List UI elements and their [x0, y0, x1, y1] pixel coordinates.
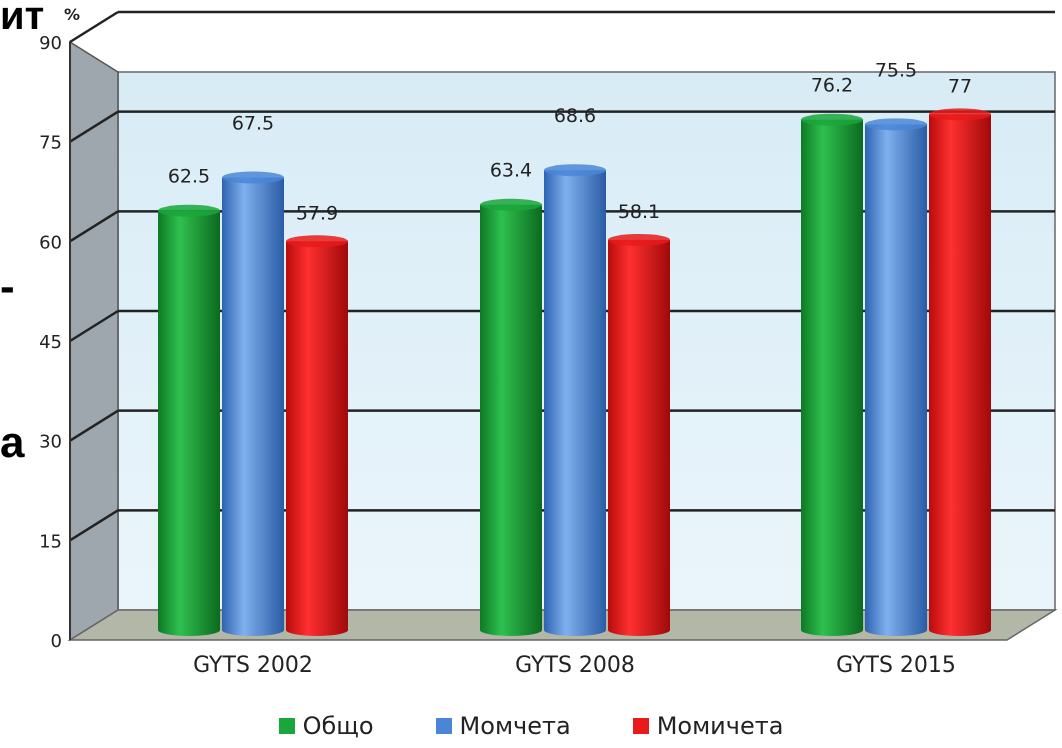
data-label: 57.9: [296, 202, 338, 224]
bar-cap: [286, 235, 348, 248]
gridline-side: [69, 110, 119, 143]
overlay-text-fragment-middle: -: [0, 262, 15, 311]
bar-cap: [158, 204, 220, 217]
data-label: 67.5: [232, 113, 274, 135]
bar-base: [608, 624, 670, 636]
side-wall: [69, 40, 119, 642]
bar: [608, 239, 670, 631]
legend-item: Момичета: [632, 712, 784, 740]
gridline-side: [69, 409, 119, 442]
bar-base: [865, 624, 927, 636]
legend-item: Общо: [278, 712, 374, 740]
x-tick-label: GYTS 2015: [836, 653, 956, 678]
bar: [865, 124, 927, 630]
y-tick-label: 60: [39, 232, 62, 253]
bar-cap: [222, 171, 284, 184]
x-tick-label: GYTS 2002: [193, 653, 313, 678]
data-label: 68.6: [554, 105, 596, 127]
gridline-side: [69, 509, 119, 542]
data-label: 75.5: [875, 59, 917, 81]
data-label: 63.4: [490, 160, 532, 182]
bar: [286, 241, 348, 630]
overlay-text-fragment-bottom: а: [0, 418, 25, 467]
legend-swatch-1: [435, 718, 452, 734]
legend: Общо Момчета Момичета: [0, 712, 1062, 740]
gridline-side: [69, 10, 119, 44]
bar: [222, 177, 284, 630]
y-tick-label: 30: [39, 432, 62, 453]
bar-cap: [608, 233, 670, 246]
legend-swatch-2: [632, 718, 649, 734]
bar-base: [222, 624, 284, 636]
data-label: 76.2: [811, 75, 853, 97]
overlay-text-fragment-top: ит: [0, 0, 45, 38]
data-label: 58.1: [618, 201, 660, 223]
gridline-side: [69, 309, 119, 343]
bar-base: [286, 624, 348, 636]
y-tick-label: 45: [39, 332, 62, 353]
legend-label-1: Момчета: [459, 712, 571, 740]
data-label: 77: [948, 75, 972, 97]
y-axis-label: %: [64, 5, 80, 24]
y-tick-label: 90: [39, 33, 62, 54]
bar-cap: [544, 164, 606, 177]
bar-cap: [480, 198, 542, 211]
bar: [801, 119, 863, 631]
bar-base: [801, 624, 863, 636]
bar-cap: [929, 108, 991, 121]
x-tick-label: GYTS 2008: [515, 653, 635, 678]
legend-item: Момчета: [435, 712, 571, 740]
bar: [929, 114, 991, 630]
y-tick-label: 15: [39, 531, 62, 552]
y-tick-label: 0: [51, 631, 62, 652]
bar-base: [158, 624, 220, 636]
data-label: 62.5: [168, 166, 210, 188]
bar: [158, 210, 220, 630]
bar: [544, 170, 606, 631]
bar-base: [929, 624, 991, 636]
bar-cap: [801, 113, 863, 126]
y-tick-label: 75: [39, 133, 62, 154]
bar-base: [480, 624, 542, 636]
gridline-side: [69, 210, 119, 243]
legend-label-0: Общо: [302, 712, 374, 740]
bar-cap: [865, 118, 927, 131]
bar: [480, 204, 542, 630]
legend-swatch-0: [278, 718, 295, 734]
bar-base: [544, 624, 606, 636]
legend-label-2: Момичета: [656, 712, 784, 740]
